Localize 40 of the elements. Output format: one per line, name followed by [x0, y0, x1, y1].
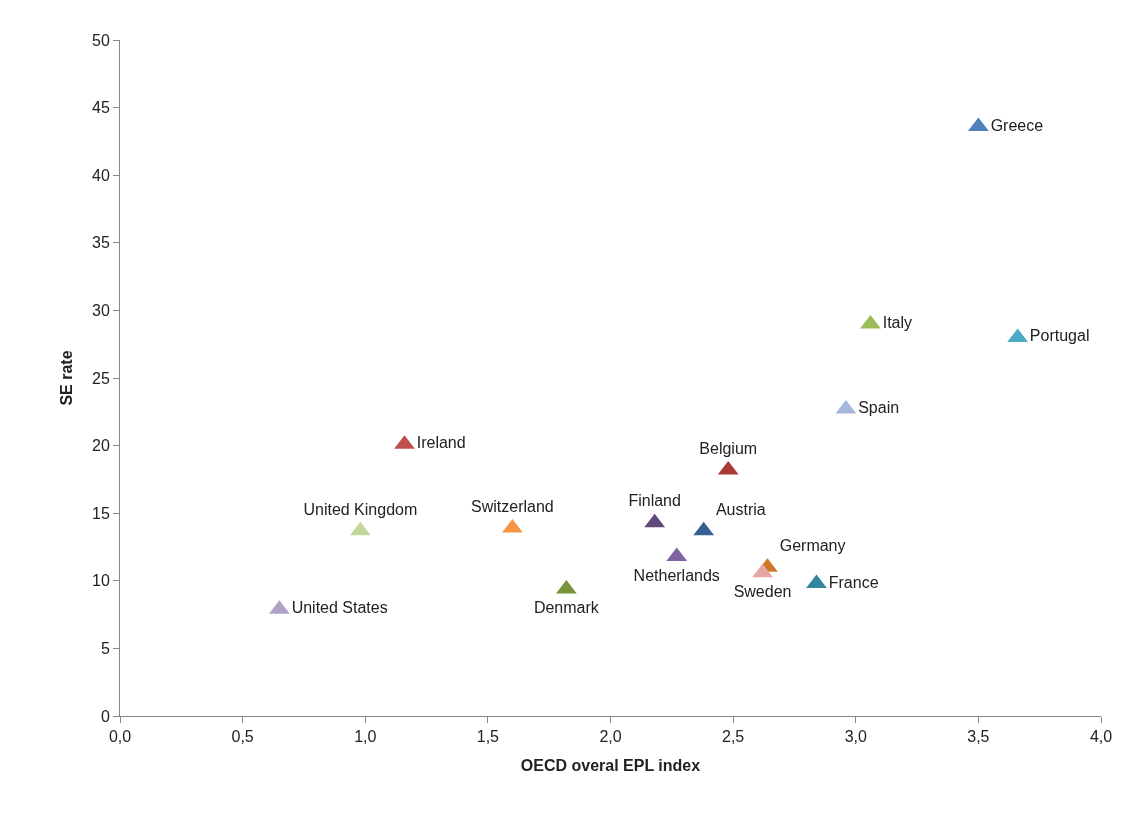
y-tick-label: 15	[92, 504, 110, 522]
y-tick-label: 0	[100, 707, 110, 725]
x-axis-title: OECD overal EPL index	[520, 756, 701, 774]
point	[860, 314, 881, 329]
x-tick-label: 2,5	[722, 728, 745, 746]
series-label: United Kingdom	[303, 500, 418, 518]
series-label: Greece	[990, 116, 1044, 134]
x-tick-label: 1,0	[354, 728, 377, 746]
series-label: Spain	[858, 399, 900, 417]
series-label: Finland	[628, 492, 681, 510]
x-tick-label: 0,5	[231, 728, 254, 746]
x-tick-label: 2,0	[599, 728, 622, 746]
series-label: Denmark	[533, 599, 600, 617]
series-label: Austria	[715, 500, 766, 518]
series-label: France	[828, 573, 879, 591]
point	[752, 563, 773, 578]
x-tick-label: 4,0	[1089, 728, 1113, 746]
series-label: Netherlands	[633, 566, 720, 584]
series-label: Portugal	[1029, 327, 1090, 345]
x-tick-label: 3,5	[967, 728, 990, 746]
series-label: United States	[291, 599, 388, 617]
x-tick-label: 3,0	[844, 728, 867, 746]
y-tick-label: 20	[92, 437, 110, 455]
y-tick-label: 45	[92, 99, 110, 117]
y-tick-label: 10	[92, 572, 110, 590]
y-tick-label: 40	[92, 166, 110, 184]
series-label: Italy	[882, 313, 913, 331]
x-tick-label: 1,5	[476, 728, 500, 746]
y-tick-label: 25	[92, 369, 110, 387]
series-label: Belgium	[699, 439, 758, 457]
y-axis-title: SE rate	[57, 350, 75, 406]
series-label: Sweden	[733, 582, 792, 600]
series-label: Germany	[779, 537, 846, 555]
series-label: Ireland	[416, 434, 466, 452]
y-tick-label: 5	[100, 640, 110, 657]
series-label: Switzerland	[471, 497, 554, 515]
x-tick-label: 0,0	[108, 728, 132, 746]
y-tick-label: 50	[92, 31, 110, 49]
y-tick-label: 30	[92, 302, 110, 319]
y-tick-label: 35	[92, 234, 110, 252]
